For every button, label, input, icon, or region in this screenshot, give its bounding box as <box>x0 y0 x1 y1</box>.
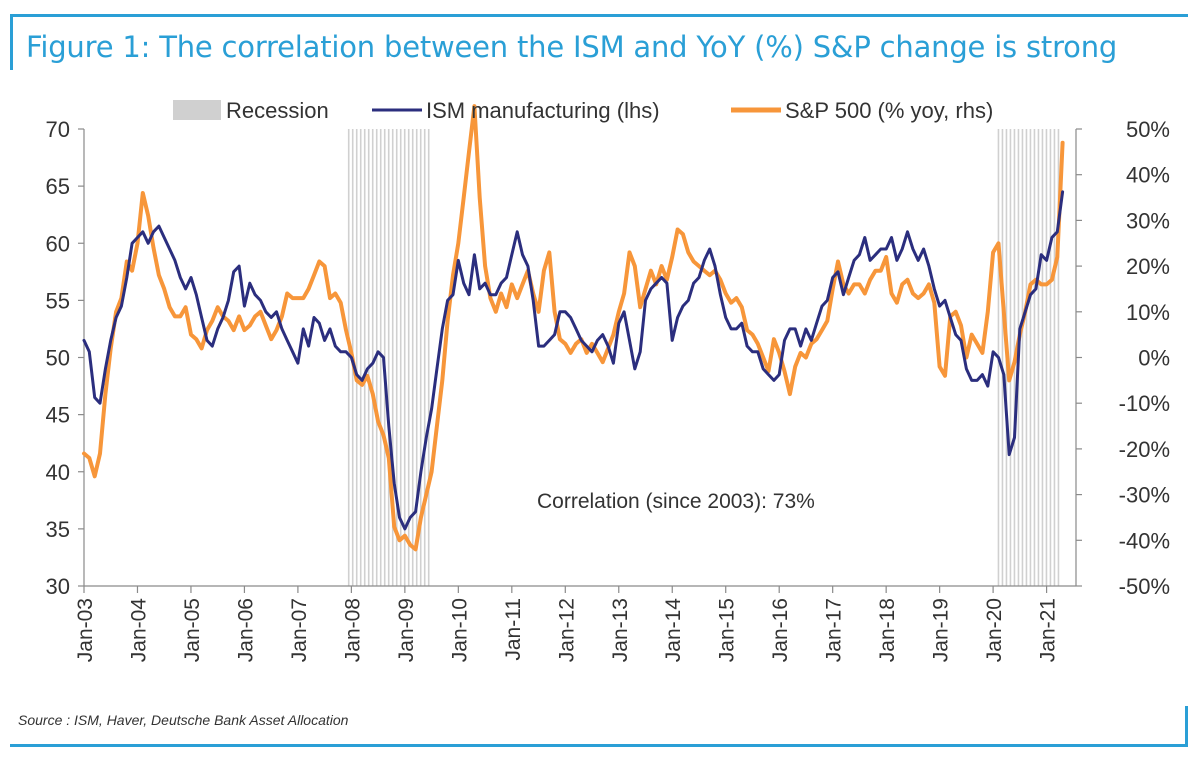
legend-label-recession: Recession <box>226 98 329 123</box>
x-tick-label: Jan-09 <box>395 598 418 662</box>
left-tick-label: 60 <box>46 231 70 256</box>
left-tick-label: 35 <box>46 517 70 542</box>
left-tick-label: 65 <box>46 174 70 199</box>
right-tick-label: -30% <box>1119 483 1170 508</box>
recession-shading <box>347 129 1060 586</box>
left-tick-label: 45 <box>46 403 70 428</box>
x-tick-label: Jan-12 <box>555 598 578 662</box>
x-tick-label: Jan-03 <box>74 598 97 662</box>
x-tick-label: Jan-14 <box>662 598 685 663</box>
legend-label-ism: ISM manufacturing (lhs) <box>426 98 660 123</box>
sp500-series-line <box>82 104 1065 552</box>
frame-bottom-rule <box>10 744 1188 747</box>
left-tick-label: 70 <box>46 117 70 142</box>
x-tick-label: Jan-08 <box>341 598 364 662</box>
frame-right-rule <box>1185 706 1188 747</box>
left-tick-label: 50 <box>46 346 70 371</box>
right-tick-label: -20% <box>1119 437 1170 462</box>
right-tick-label: 30% <box>1126 208 1170 233</box>
x-tick-label: Jan-16 <box>769 598 792 662</box>
x-tick-label: Jan-15 <box>716 598 739 662</box>
source-note: Source : ISM, Haver, Deutsche Bank Asset… <box>18 712 349 728</box>
right-tick-label: -40% <box>1119 528 1170 553</box>
axes: 30 35 40 45 50 55 60 65 70 -50% -40% -30% -20% -10% 0%… <box>46 117 1170 662</box>
x-tick-label: Jan-11 <box>502 598 525 661</box>
x-tick-label: Jan-04 <box>127 598 150 663</box>
right-tick-label: 0% <box>1138 346 1170 371</box>
legend-swatch-recession <box>173 100 221 120</box>
x-tick-label: Jan-05 <box>181 598 204 662</box>
series-lines <box>82 104 1065 552</box>
legend: Recession ISM manufacturing (lhs) S&P 50… <box>173 98 993 123</box>
frame-left-rule <box>10 14 13 70</box>
x-tick-label: Jan-10 <box>448 598 471 662</box>
x-tick-label: Jan-07 <box>288 598 311 662</box>
x-tick-label: Jan-17 <box>823 598 846 662</box>
left-tick-label: 30 <box>46 574 70 599</box>
right-tick-label: 40% <box>1126 163 1170 188</box>
x-tick-label: Jan-20 <box>983 598 1006 662</box>
frame-top-rule <box>10 14 1188 17</box>
chart-title: Figure 1: The correlation between the IS… <box>26 30 1118 64</box>
x-tick-label: Jan-21 <box>1037 598 1060 662</box>
right-tick-label: 20% <box>1126 254 1170 279</box>
left-tick-label: 40 <box>46 460 70 485</box>
x-tick-label: Jan-06 <box>234 598 257 662</box>
legend-label-sp: S&P 500 (% yoy, rhs) <box>785 98 993 123</box>
chart: 30 35 40 45 50 55 60 65 70 -50% -40% -30% -20% -10% 0%… <box>46 98 1170 662</box>
correlation-annotation: Correlation (since 2003): 73% <box>537 490 815 513</box>
recession-band-0 <box>347 129 430 586</box>
x-tick-label: Jan-19 <box>930 598 953 662</box>
x-tick-label: Jan-13 <box>609 598 632 662</box>
left-tick-label: 55 <box>46 288 70 313</box>
right-tick-label: -50% <box>1119 574 1170 599</box>
ism-series-line <box>82 190 1065 531</box>
right-tick-label: -10% <box>1119 391 1170 416</box>
x-tick-label: Jan-18 <box>876 598 899 662</box>
right-tick-label: 10% <box>1126 300 1170 325</box>
right-tick-label: 50% <box>1126 117 1170 142</box>
